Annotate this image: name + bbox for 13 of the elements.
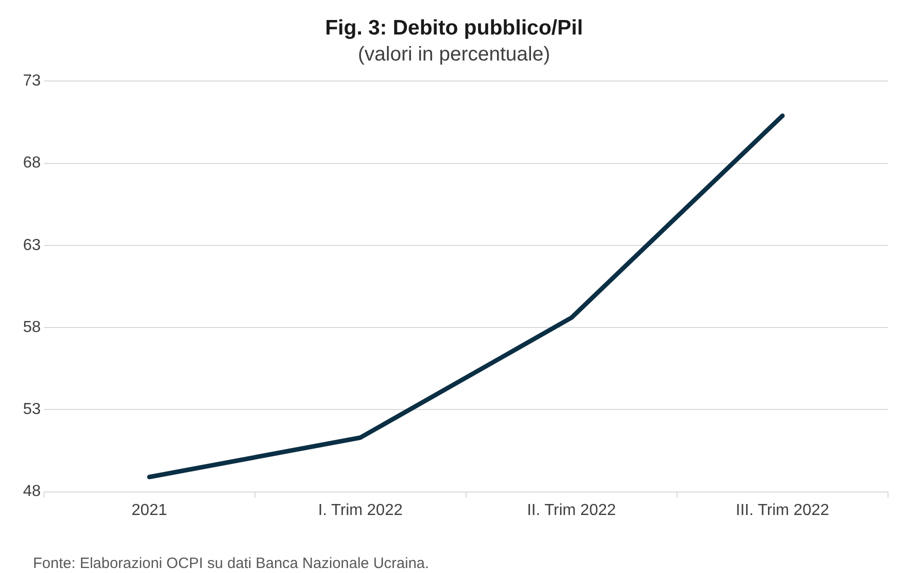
chart-subtitle: (valori in percentuale) [358,44,550,66]
y-tick-label: 58 [23,318,41,336]
y-tick-label: 48 [23,483,41,500]
chart-title: Fig. 3: Debito pubblico/Pil [325,16,583,40]
x-tick-label: I. Trim 2022 [318,502,403,519]
y-tick-label: 73 [23,72,41,90]
x-tick-label: II. Trim 2022 [526,502,616,519]
y-tick-label: 63 [23,236,41,254]
x-tick-label: 2021 [132,502,168,519]
y-tick-label: 68 [23,154,41,172]
source-note: Fonte: Elaborazioni OCPI su dati Banca Nazionale Ucraina. [33,555,430,572]
y-tick-label: 53 [23,401,41,418]
x-tick-label: III. Trim 2022 [736,502,830,519]
